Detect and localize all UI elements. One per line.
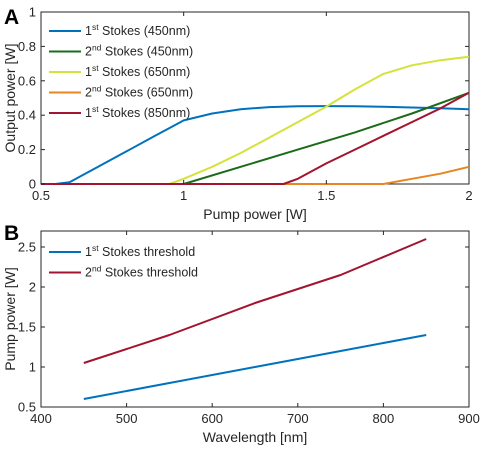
y-tick-label: 0.8 <box>18 39 36 54</box>
x-tick-label: 500 <box>116 411 138 426</box>
y-tick-label: 0.6 <box>18 73 36 88</box>
x-tick-label: 1.5 <box>317 188 335 203</box>
legend-label: Stokes (650nm) <box>101 86 193 100</box>
series-line-4 <box>41 165 470 185</box>
series-line-1 <box>83 334 427 400</box>
x-tick-label: 1 <box>180 188 187 203</box>
legend-label: Stokes threshold <box>99 245 196 259</box>
legend-label: Stokes (850nm) <box>99 106 191 120</box>
panel-label: A <box>4 6 19 29</box>
legend-superscript: nd <box>92 264 102 274</box>
y-tick-label: 2 <box>29 280 36 295</box>
legend-superscript: st <box>92 243 99 253</box>
x-tick-label: 0.5 <box>32 188 50 203</box>
legend-entry-1: 1st Stokes (450nm) <box>85 22 190 38</box>
y-axis-label: Pump power [W] <box>2 267 18 370</box>
legend-order: 1 <box>85 24 92 38</box>
legend-entry-1: 1st Stokes threshold <box>85 243 195 259</box>
legend-superscript: st <box>92 104 99 114</box>
legend-order: 2 <box>85 266 92 280</box>
legend-label: Stokes threshold <box>101 266 198 280</box>
legend-order: 1 <box>85 245 92 259</box>
y-tick-label: 2.5 <box>18 240 36 255</box>
legend-entry-4: 2nd Stokes (650nm) <box>85 84 193 100</box>
x-tick-label: 600 <box>201 411 223 426</box>
x-axis-label: Pump power [W] <box>203 206 306 222</box>
series-line-2 <box>83 238 427 364</box>
y-tick-label: 0 <box>29 177 36 192</box>
legend-label: Stokes (450nm) <box>101 45 193 59</box>
plot-area-frame <box>40 230 470 408</box>
series-line-5 <box>41 91 470 185</box>
y-tick-label: 1.5 <box>18 320 36 335</box>
legend-entry-2: 2nd Stokes (450nm) <box>85 43 193 59</box>
y-axis-label: Output power [W] <box>2 44 18 153</box>
legend-order: 1 <box>85 106 92 120</box>
x-tick-label: 800 <box>373 411 395 426</box>
legend-label: Stokes (650nm) <box>99 65 191 79</box>
panel-b: B 400 500 600 700 800 900 0.5 1 1.5 2 2.5 Wavelength… <box>2 222 480 445</box>
legend-superscript: nd <box>92 84 102 94</box>
series-line-3 <box>41 55 470 185</box>
y-tick-label: 1 <box>29 5 36 20</box>
y-tick-label: 1 <box>29 360 36 375</box>
x-tick-label: 900 <box>458 411 480 426</box>
panel-a: A 0.5 1 1.5 2 0 0.2 0.4 0.6 0.8 1 Pump power [W] Out… <box>2 5 473 223</box>
legend-entry-2: 2nd Stokes threshold <box>85 264 198 280</box>
legend-label: Stokes (450nm) <box>99 24 191 38</box>
legend-superscript: nd <box>92 43 102 53</box>
legend-order: 2 <box>85 45 92 59</box>
x-tick-label: 700 <box>287 411 309 426</box>
legend-entry-3: 1st Stokes (650nm) <box>85 63 190 79</box>
legend-superscript: st <box>92 22 99 32</box>
y-tick-label: 0.2 <box>18 142 36 157</box>
legend: 1st Stokes (450nm)2nd Stokes (450nm)1st … <box>49 22 193 120</box>
legend-superscript: st <box>92 63 99 73</box>
panel-label: B <box>4 222 19 245</box>
x-tick-label: 400 <box>30 411 52 426</box>
x-tick-label: 2 <box>465 188 472 203</box>
x-axis-label: Wavelength [nm] <box>203 429 308 445</box>
y-tick-label: 0.4 <box>18 108 36 123</box>
legend-entry-5: 1st Stokes (850nm) <box>85 104 190 120</box>
legend-order: 2 <box>85 86 92 100</box>
legend-order: 1 <box>85 65 92 79</box>
y-tick-label: 0.5 <box>18 400 36 415</box>
series-line-1 <box>55 105 470 185</box>
